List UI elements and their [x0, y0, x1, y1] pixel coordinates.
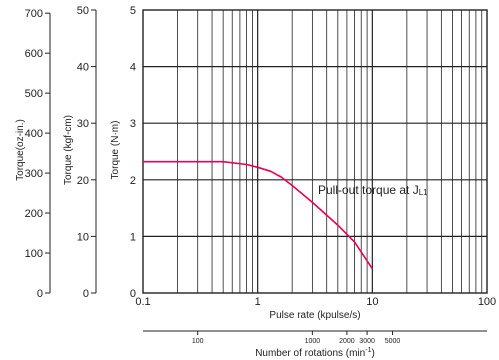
pullout-torque-curve	[143, 160, 373, 270]
y-tick-label-oz: 300	[25, 168, 43, 180]
plot-frame	[142, 9, 488, 294]
secondary-axis-title: Number of rotations (min-1)	[255, 347, 375, 359]
x-axis-title: Pulse rate (kpulse/s)	[269, 310, 360, 321]
y-tick-label-nm: 3	[130, 118, 136, 130]
y-tick-label-nm: 0	[130, 288, 136, 300]
y-axis-title-kgf: Torque (kgf-cm)	[63, 115, 74, 185]
x-tick-label: 100	[478, 296, 496, 308]
secondary-tick-label: 2000	[339, 338, 355, 345]
y-tick-label-kgf: 50	[77, 5, 89, 17]
y-tick-label-oz: 0	[37, 288, 43, 300]
y-axis-title-oz: Torque(oz-in.)	[15, 119, 26, 181]
y-axis-title-nm: Torque (N·m)	[110, 121, 121, 180]
secondary-tick-label: 1000	[305, 338, 321, 345]
chart-grid	[143, 10, 487, 293]
secondary-axis-suffix: )	[371, 348, 374, 359]
annotation-label: Pull-out torque at JL1	[318, 183, 428, 197]
y-tick-label-oz: 100	[25, 248, 43, 260]
secondary-tick-label: 100	[192, 338, 204, 345]
axis-ticks: 0123450102030405001002003004005006007000…	[25, 5, 497, 308]
secondary-axis-superscript: -1	[365, 347, 371, 354]
y-tick-label-oz: 700	[25, 8, 43, 20]
x-tick-label: 0.1	[135, 296, 150, 308]
y-tick-label-nm: 1	[130, 231, 136, 243]
secondary-x-axis: 100 1000 2000 3000 5000	[143, 330, 487, 345]
y-tick-label-oz: 600	[25, 48, 43, 60]
curve-layer	[143, 160, 373, 270]
y-tick-label-oz: 500	[25, 88, 43, 100]
annotation-subscript: L1	[419, 188, 428, 197]
y-tick-label-kgf: 10	[77, 231, 89, 243]
x-tick-label: 10	[366, 296, 378, 308]
y-tick-label-oz: 400	[25, 128, 43, 140]
y-tick-label-nm: 5	[130, 5, 136, 17]
y-tick-label-kgf: 0	[83, 288, 89, 300]
y-tick-label-nm: 2	[130, 175, 136, 187]
secondary-tick-label: 5000	[385, 338, 401, 345]
y-tick-label-kgf: 20	[77, 175, 89, 187]
y-tick-label-kgf: 30	[77, 118, 89, 130]
y-tick-label-oz: 200	[25, 208, 43, 220]
y-tick-label-nm: 4	[130, 62, 136, 74]
secondary-tick-label: 3000	[359, 338, 375, 345]
y-tick-label-kgf: 40	[77, 62, 89, 74]
x-tick-label: 1	[255, 296, 261, 308]
